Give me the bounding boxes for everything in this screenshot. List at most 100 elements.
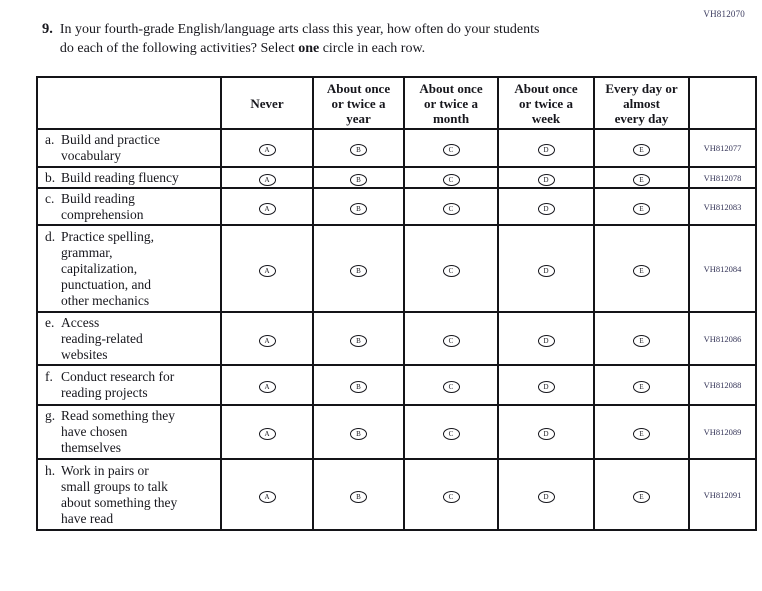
- option-cell: B: [312, 128, 405, 168]
- column-header-once-twice-month: About once or twice a month: [403, 76, 499, 130]
- activity-row-b: b. Build reading fluency A B C D E VH8120…: [36, 166, 757, 189]
- answer-bubble-never[interactable]: A: [258, 173, 276, 186]
- answer-bubble-every-day[interactable]: E: [633, 202, 650, 215]
- option-cell: D: [497, 404, 595, 460]
- answer-bubble-once-twice-year[interactable]: B: [350, 173, 367, 186]
- row-code: VH812084: [688, 224, 757, 313]
- row-code: VH812088: [688, 364, 757, 406]
- answer-bubble-never[interactable]: A: [258, 334, 276, 347]
- row-letter: d.: [45, 228, 56, 244]
- column-header-once-twice-week: About once or twice a week: [497, 76, 595, 130]
- answer-bubble-every-day[interactable]: E: [633, 264, 650, 277]
- answer-bubble-once-twice-week[interactable]: D: [537, 381, 555, 393]
- option-cell: A: [220, 404, 314, 460]
- row-code: VH812083: [688, 187, 757, 226]
- option-cell: E: [593, 128, 690, 168]
- row-code: VH812091: [688, 458, 757, 531]
- answer-bubble-never[interactable]: A: [258, 428, 276, 440]
- answer-bubble-never[interactable]: A: [258, 381, 276, 393]
- header-row: Never About once or twice a year About o…: [36, 76, 757, 130]
- answer-bubble-once-twice-month[interactable]: C: [442, 428, 460, 440]
- answer-bubble-every-day[interactable]: E: [633, 173, 650, 186]
- option-cell: D: [497, 187, 595, 226]
- option-cell: B: [312, 187, 405, 226]
- option-cell: A: [220, 364, 314, 406]
- activity-row-d: d. Practice spelling, grammar, capitaliza…: [36, 224, 757, 313]
- option-cell: D: [497, 311, 595, 366]
- answer-bubble-once-twice-week[interactable]: D: [537, 202, 555, 215]
- option-cell: D: [497, 364, 595, 406]
- option-cell: A: [220, 166, 314, 189]
- option-cell: B: [312, 404, 405, 460]
- answer-bubble-once-twice-month[interactable]: C: [442, 202, 460, 215]
- answer-bubble-once-twice-year[interactable]: B: [350, 144, 367, 156]
- option-cell: A: [220, 224, 314, 313]
- option-cell: E: [593, 458, 690, 531]
- answer-bubble-once-twice-week[interactable]: D: [537, 144, 555, 156]
- answer-bubble-every-day[interactable]: E: [633, 428, 650, 440]
- answer-bubble-every-day[interactable]: E: [633, 144, 650, 156]
- row-label-text: Work in pairs or small groups to talk ab…: [61, 462, 178, 526]
- row-label-text: Build reading fluency: [61, 169, 179, 185]
- answer-bubble-once-twice-month[interactable]: C: [442, 381, 460, 393]
- question-text-before: In your fourth-grade English/language ar…: [59, 22, 540, 56]
- row-letter: h.: [45, 462, 56, 478]
- answer-bubble-once-twice-month[interactable]: C: [442, 490, 460, 503]
- answer-bubble-never[interactable]: A: [258, 202, 276, 215]
- answer-bubble-every-day[interactable]: E: [633, 490, 650, 503]
- row-label: c. Build reading comprehension: [36, 187, 222, 226]
- option-cell: A: [220, 311, 314, 366]
- answer-bubble-never[interactable]: A: [258, 264, 276, 277]
- question-text-after: circle in each row.: [319, 41, 426, 56]
- option-cell: E: [593, 166, 690, 189]
- row-code: VH812077: [688, 128, 757, 168]
- row-code: VH812086: [688, 311, 757, 366]
- activity-row-c: c. Build reading comprehension A B C D E …: [36, 187, 757, 226]
- option-cell: E: [593, 224, 690, 313]
- answer-bubble-every-day[interactable]: E: [633, 334, 650, 347]
- option-cell: C: [403, 458, 499, 531]
- row-label-text: Read something they have chosen themselv…: [61, 408, 175, 455]
- activity-row-a: a. Build and practice vocabulary A B C D …: [36, 128, 757, 168]
- activity-row-h: h. Work in pairs or small groups to talk …: [36, 458, 757, 531]
- option-cell: C: [403, 187, 499, 226]
- answer-bubble-once-twice-week[interactable]: D: [537, 490, 555, 503]
- answer-bubble-once-twice-month[interactable]: C: [442, 334, 460, 347]
- answer-bubble-never[interactable]: A: [258, 490, 276, 503]
- answer-bubble-once-twice-week[interactable]: D: [537, 173, 555, 186]
- answer-bubble-once-twice-year[interactable]: B: [350, 264, 367, 277]
- option-cell: C: [403, 166, 499, 189]
- row-label: e. Access reading-related websites: [36, 311, 222, 366]
- answer-bubble-once-twice-week[interactable]: D: [537, 428, 555, 440]
- activity-row-g: g. Read something they have chosen themse…: [36, 404, 757, 460]
- answer-bubble-once-twice-week[interactable]: D: [537, 264, 555, 277]
- answer-bubble-every-day[interactable]: E: [633, 381, 650, 393]
- answer-bubble-once-twice-month[interactable]: C: [442, 144, 460, 156]
- answer-bubble-once-twice-year[interactable]: B: [350, 490, 367, 503]
- answer-bubble-once-twice-year[interactable]: B: [350, 428, 367, 440]
- answer-bubble-once-twice-month[interactable]: C: [442, 264, 460, 277]
- option-cell: B: [312, 458, 405, 531]
- row-letter: f.: [45, 369, 53, 384]
- row-label-text: Access reading-related websites: [61, 314, 143, 362]
- row-letter: a.: [45, 132, 55, 147]
- answer-bubble-once-twice-year[interactable]: B: [350, 202, 367, 215]
- option-cell: B: [312, 224, 405, 313]
- option-cell: E: [593, 364, 690, 406]
- option-cell: E: [593, 311, 690, 366]
- option-cell: D: [497, 224, 595, 313]
- option-cell: C: [403, 128, 499, 168]
- activity-row-f: f. Conduct research for reading projects …: [36, 364, 757, 406]
- answer-bubble-once-twice-week[interactable]: D: [537, 334, 555, 347]
- question-block: 9. In your fourth-grade English/language…: [42, 20, 539, 58]
- option-cell: D: [497, 128, 595, 168]
- option-cell: C: [403, 224, 499, 313]
- answer-bubble-once-twice-year[interactable]: B: [350, 334, 367, 347]
- answer-bubble-once-twice-year[interactable]: B: [350, 381, 367, 393]
- row-label: f. Conduct research for reading projects: [36, 364, 222, 406]
- answer-bubble-never[interactable]: A: [258, 144, 276, 156]
- row-letter: c.: [45, 190, 55, 206]
- option-cell: C: [403, 311, 499, 366]
- answer-bubble-once-twice-month[interactable]: C: [442, 173, 460, 186]
- row-code: VH812089: [688, 404, 757, 460]
